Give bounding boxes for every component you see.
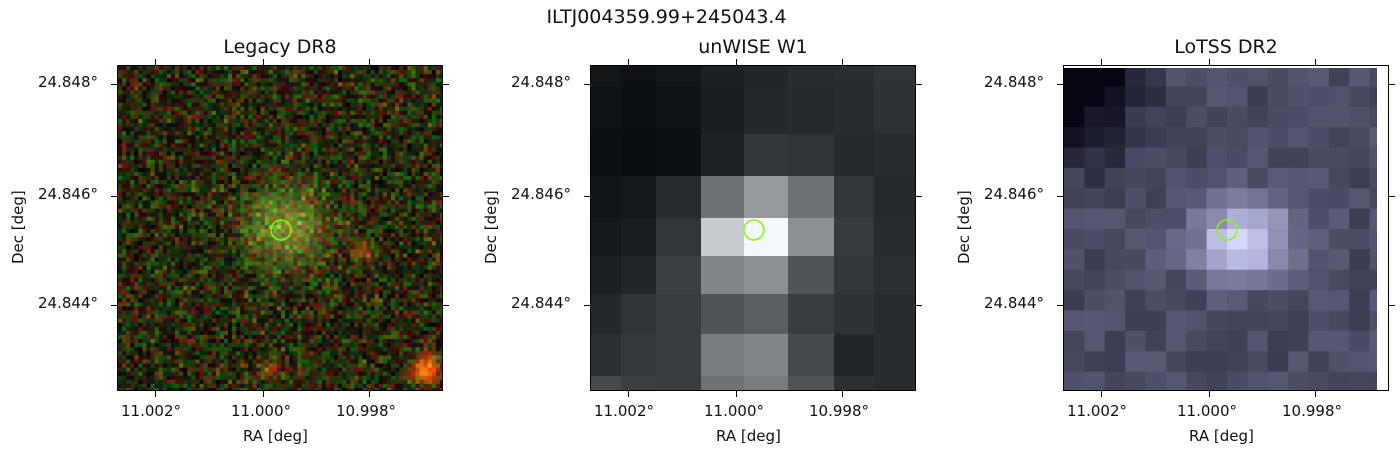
legacy-image [118,66,442,390]
y-tick-label: 24.848° [511,73,571,91]
lotss-image [1064,66,1388,390]
axis-tick [628,391,629,397]
x-tick-label: 11.000° [704,402,764,420]
axis-tick [584,305,590,306]
axis-tick [1389,196,1395,197]
axis-tick [1057,196,1063,197]
axis-tick [916,84,922,85]
axis-tick [842,59,843,65]
y-tick-label: 24.846° [984,185,1044,203]
y-tick-label: 24.848° [38,73,98,91]
axis-tick [111,196,117,197]
panel-title: Legacy DR8 [223,36,337,58]
axis-tick [1057,84,1063,85]
axis-tick [736,59,737,65]
panel-legacy-dr8: Legacy DR8 Dec [deg] 24.848° 24.846° 24.… [0,0,460,458]
axis-tick [263,391,264,397]
axis-tick [1389,305,1395,306]
axis-tick [443,305,449,306]
axis-tick [584,84,590,85]
y-tick-label: 24.848° [984,73,1044,91]
axis-tick [1209,391,1210,397]
image-frame [1063,65,1389,391]
y-tick-label: 24.846° [38,185,98,203]
figure-title: ILTJ004359.99+245043.4 [546,6,787,28]
axis-tick [111,305,117,306]
source-marker-circle [1216,219,1238,241]
x-axis-label: RA [deg] [243,427,308,445]
axis-tick [1315,59,1316,65]
axis-tick [443,84,449,85]
axis-tick [842,391,843,397]
axis-tick [916,196,922,197]
y-tick-label: 24.844° [511,294,571,312]
y-tick-label: 24.846° [511,185,571,203]
unwise-image [591,66,915,390]
y-axis-label: Dec [deg] [482,190,500,264]
x-tick-label: 11.000° [231,402,291,420]
image-frame [117,65,443,391]
x-tick-label: 10.998° [1282,402,1342,420]
axis-tick [628,59,629,65]
y-tick-label: 24.844° [38,294,98,312]
y-tick-label: 24.844° [984,294,1044,312]
x-axis-label: RA [deg] [716,427,781,445]
axis-tick [155,59,156,65]
axis-tick [1101,59,1102,65]
axis-tick [1315,391,1316,397]
x-tick-label: 11.002° [121,402,181,420]
axis-tick [736,391,737,397]
x-tick-label: 11.002° [594,402,654,420]
axis-tick [369,391,370,397]
panel-title: LoTSS DR2 [1174,36,1278,58]
panel-unwise-w1: unWISE W1 Dec [deg] 24.848° 24.846° 24.8… [473,0,933,458]
axis-tick [111,84,117,85]
x-tick-label: 11.000° [1177,402,1237,420]
axis-tick [1209,59,1210,65]
x-axis-label: RA [deg] [1189,427,1254,445]
x-tick-label: 10.998° [809,402,869,420]
panel-lotss-dr2: LoTSS DR2 Dec [deg] 24.848° 24.846° 24.8… [946,0,1400,458]
axis-tick [263,59,264,65]
axis-tick [584,196,590,197]
source-marker-circle [743,219,765,241]
axis-tick [1101,391,1102,397]
panel-title: unWISE W1 [698,36,808,58]
axis-tick [916,305,922,306]
y-axis-label: Dec [deg] [9,190,27,264]
axis-tick [155,391,156,397]
x-tick-label: 10.998° [336,402,396,420]
axis-tick [1057,305,1063,306]
axis-tick [369,59,370,65]
x-tick-label: 11.002° [1067,402,1127,420]
axis-tick [1389,84,1395,85]
image-frame [590,65,916,391]
y-axis-label: Dec [deg] [955,190,973,264]
axis-tick [443,196,449,197]
source-marker-circle [270,219,292,241]
